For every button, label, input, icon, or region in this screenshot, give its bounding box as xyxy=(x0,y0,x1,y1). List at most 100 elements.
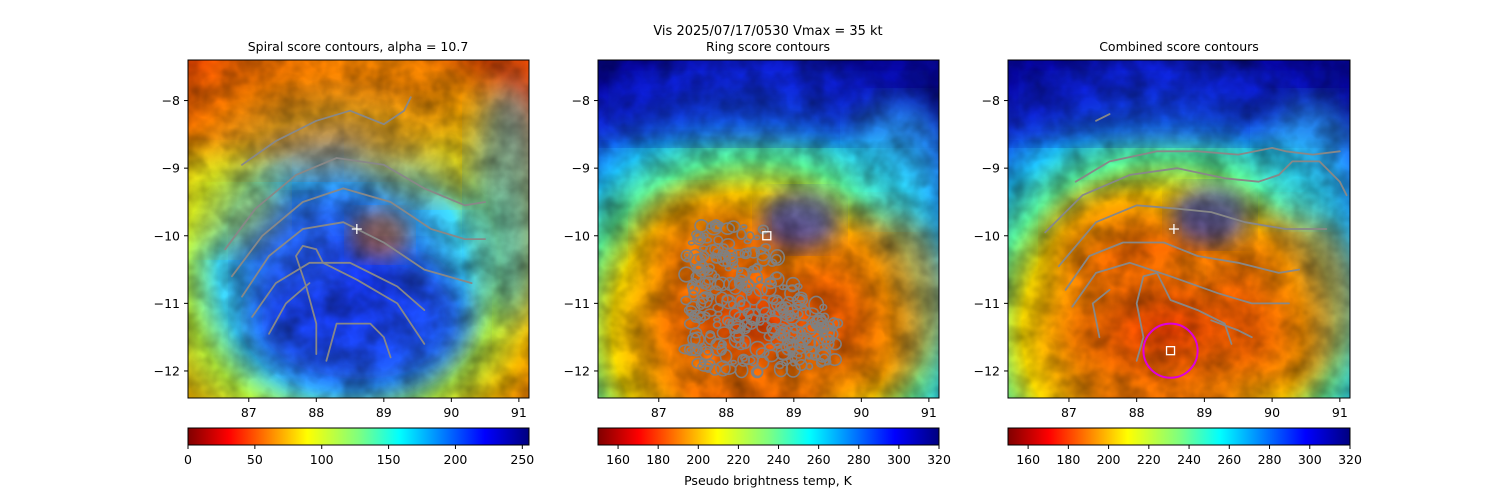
contour-lines xyxy=(224,96,486,362)
ring-contour xyxy=(802,336,817,350)
x-axis: 87 88 89 90 91 xyxy=(651,398,937,420)
ring-contour xyxy=(738,318,753,333)
colorbar-tick-label: 180 xyxy=(646,452,670,467)
ring-contour xyxy=(815,357,826,368)
ring-contour xyxy=(741,251,750,258)
ring-contour xyxy=(804,307,820,318)
ring-contour xyxy=(680,249,694,263)
ring-contour xyxy=(704,331,717,346)
contour-line xyxy=(268,282,311,335)
y-tick-label: −12 xyxy=(154,363,180,378)
ring-contour xyxy=(730,359,737,365)
contour-line xyxy=(1095,113,1111,122)
colorbar-tick-label: 150 xyxy=(377,452,401,467)
ring-contour xyxy=(755,347,770,359)
colorbar-tick-label: 0 xyxy=(184,452,192,467)
x-tick-label: 88 xyxy=(718,405,734,420)
colorbar-tick-label: 160 xyxy=(606,452,630,467)
ring-contour xyxy=(805,362,814,371)
contour-line xyxy=(251,261,426,318)
ring-contour xyxy=(789,359,797,367)
center-square-marker xyxy=(762,231,772,241)
ring-contour xyxy=(787,350,796,357)
ring-contour xyxy=(744,247,752,253)
ring-contour xyxy=(695,297,707,310)
ring-contour xyxy=(785,276,801,292)
best-fit-circle-ring xyxy=(1142,322,1199,379)
ring-contour xyxy=(778,284,788,291)
colorbar-tick-label: 260 xyxy=(807,452,831,467)
ring-contour xyxy=(769,310,776,316)
contour-line xyxy=(1091,288,1111,339)
ring-contour xyxy=(703,308,717,318)
ring-contour xyxy=(742,282,752,292)
best-fit-circle xyxy=(1142,322,1199,379)
x-tick-label: 91 xyxy=(921,405,937,420)
colorbar-tick-label: 300 xyxy=(1298,452,1322,467)
x-tick-label: 90 xyxy=(443,405,459,420)
x-tick-label: 88 xyxy=(1129,405,1145,420)
ring-contour xyxy=(767,258,778,267)
ring-contour xyxy=(699,250,710,261)
x-axis: 87 88 89 90 91 xyxy=(1061,398,1348,420)
ring-contour xyxy=(714,291,729,307)
axes-frame xyxy=(1007,59,1351,399)
colorbar-tick-label: 240 xyxy=(1177,452,1201,467)
ring-contour xyxy=(780,311,793,323)
ring-contour xyxy=(761,282,777,297)
ring-contour xyxy=(692,231,707,246)
contour-line xyxy=(295,245,426,355)
heatmap-image xyxy=(1008,60,1350,398)
y-tick-label: −8 xyxy=(162,93,180,108)
ring-contour xyxy=(831,318,844,329)
heatmap-image xyxy=(188,60,529,398)
contour-line xyxy=(1044,160,1348,234)
ring-contour xyxy=(700,284,708,290)
ring-contour xyxy=(794,282,803,290)
ring-contour xyxy=(795,319,809,329)
contour-line xyxy=(1057,204,1328,268)
ring-contour xyxy=(766,323,782,335)
ring-contour xyxy=(683,342,700,356)
y-tick-label: −10 xyxy=(974,228,1000,243)
ring-contour xyxy=(820,312,830,322)
ring-contour xyxy=(703,268,710,275)
x-tick-label: 87 xyxy=(1061,405,1077,420)
ring-contour xyxy=(734,294,746,308)
ring-contour xyxy=(688,289,699,300)
ring-contour xyxy=(722,258,732,268)
ring-contour xyxy=(696,236,704,244)
ring-contour xyxy=(693,346,704,355)
y-axis: −8 −9 −10 −11 −12 xyxy=(154,93,188,378)
panel-title: Ring score contours xyxy=(706,39,830,54)
ring-contour xyxy=(736,267,744,274)
x-tick-label: 91 xyxy=(511,405,527,420)
ring-contour xyxy=(743,238,752,245)
ring-contour xyxy=(755,247,770,262)
ring-contour xyxy=(716,221,724,228)
y-tick-label: −9 xyxy=(162,161,180,176)
colorbar-tick-label: 160 xyxy=(1016,452,1040,467)
colorbar-tick-label: 200 xyxy=(686,452,710,467)
x-axis: 87 88 89 90 91 xyxy=(241,398,527,420)
y-tick-label: −8 xyxy=(982,93,1000,108)
y-tick-label: −8 xyxy=(572,93,590,108)
ring-contour xyxy=(736,228,747,240)
panel-title: Combined score contours xyxy=(1099,39,1259,54)
contour-lines xyxy=(1044,113,1348,362)
x-tick-label: 89 xyxy=(376,405,392,420)
axes-frame xyxy=(187,59,530,399)
ring-contour xyxy=(720,222,736,235)
colorbar-tick-label: 200 xyxy=(444,452,468,467)
colorbar-tick-label: 280 xyxy=(1258,452,1282,467)
ring-contour xyxy=(751,263,763,273)
y-tick-label: −9 xyxy=(982,161,1000,176)
contour-line xyxy=(241,96,412,166)
ring-contour xyxy=(711,247,723,260)
colorbar-tick-label: 180 xyxy=(1056,452,1080,467)
y-axis: −8 −9 −10 −11 −12 xyxy=(564,93,598,378)
ring-contour xyxy=(769,248,786,266)
ring-contour xyxy=(759,306,773,319)
ring-contour xyxy=(750,365,764,379)
